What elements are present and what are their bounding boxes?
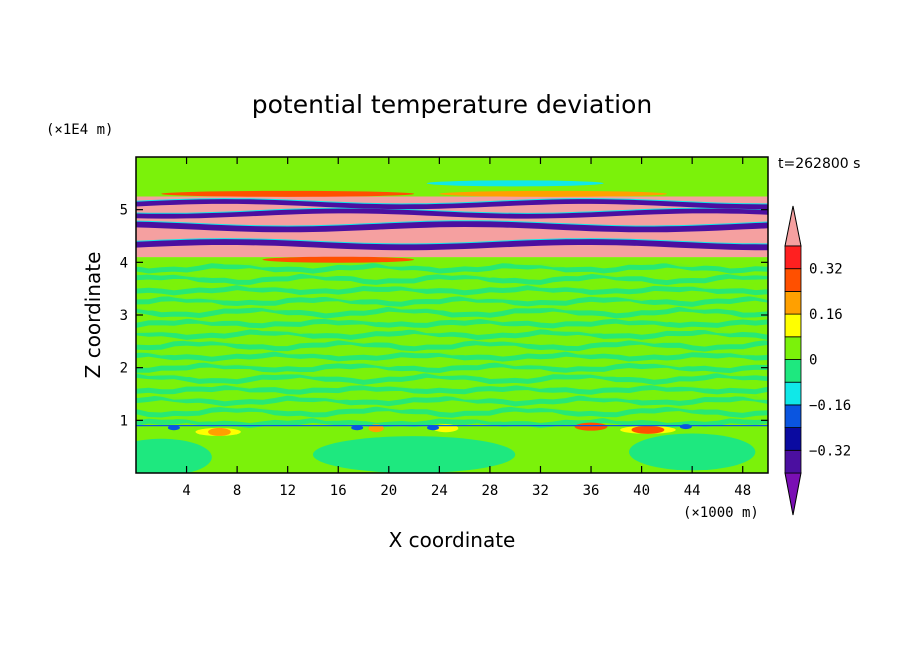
field-streak: [136, 269, 768, 278]
colorbar-tick-label: 0.32: [809, 262, 843, 278]
cold-band-edge: [136, 220, 768, 227]
field-streak: [136, 395, 768, 407]
cold-band: [136, 198, 768, 210]
colorbar-swatch: [784, 290, 802, 315]
cold-band-edge: [136, 198, 768, 205]
field-region: [439, 190, 667, 197]
y-axis: 1 2 3 4 5: [120, 203, 768, 429]
field-streak: [136, 384, 768, 395]
cold-band: [136, 238, 768, 251]
x-axis-unit: (×1000 m): [683, 505, 759, 521]
x-tick-label: 44: [684, 483, 701, 499]
field-region: [312, 436, 516, 473]
colorbar-swatch: [784, 381, 802, 406]
field-streak: [136, 339, 768, 352]
field-streak: [136, 379, 768, 389]
colorbar-swatch: [784, 427, 802, 451]
colorbar-extend-max: [784, 205, 802, 247]
field-region: [351, 425, 364, 431]
x-tick-label: 48: [734, 483, 751, 499]
y-tick-label: 5: [120, 203, 128, 219]
colorbar: 0.32 0.16 0 −0.16 −0.32: [784, 205, 851, 516]
field-streak: [136, 372, 768, 385]
field-streak: [136, 402, 768, 411]
field-region: [628, 433, 756, 471]
y-tick-label: 4: [120, 255, 128, 271]
x-tick-label: 40: [633, 483, 650, 499]
field-streak: [136, 413, 768, 422]
colorbar-tick-label: −0.32: [809, 443, 851, 459]
field-streak: [136, 390, 768, 401]
cold-band-edge: [136, 207, 768, 214]
field-region: [136, 438, 212, 473]
x-tick-label: 12: [279, 483, 296, 499]
plot-area: [136, 157, 768, 473]
field-region: [368, 424, 384, 433]
field-region: [167, 425, 180, 431]
colorbar-extend-min: [784, 472, 802, 516]
field-streak: [136, 295, 768, 307]
field-streak: [136, 318, 768, 329]
field-region: [631, 425, 665, 434]
field-region: [426, 180, 604, 187]
field-streak: [136, 335, 768, 345]
x-tick-label: 36: [583, 483, 600, 499]
y-tick-label: 2: [120, 361, 128, 377]
field-region: [679, 424, 692, 430]
field-region: [262, 256, 415, 263]
field-region: [433, 424, 459, 433]
colorbar-swatch: [784, 313, 802, 338]
field-region: [136, 157, 768, 197]
colorbar-swatch: [784, 245, 802, 270]
field-streak: [136, 285, 768, 296]
colorbar-swatch: [784, 268, 802, 292]
colorbar-swatch: [784, 336, 802, 360]
field-streak: [136, 369, 768, 378]
field-region: [427, 425, 440, 431]
x-tick-label: 32: [532, 483, 549, 499]
x-tick-label: 24: [431, 483, 448, 499]
x-tick-label: 16: [330, 483, 347, 499]
field-streak: [136, 357, 768, 368]
y-axis-unit: (×1E4 m): [46, 122, 113, 138]
x-axis: 4 8 12 16 20 24 28 32 36 40 44 48: [182, 157, 751, 499]
field-region: [574, 422, 608, 431]
chart-title: potential temperature deviation: [252, 90, 652, 119]
colorbar-swatch: [784, 404, 802, 428]
y-tick-label: 3: [120, 308, 128, 324]
field-streak: [136, 351, 768, 362]
field-streak: [136, 346, 768, 356]
field-streak: [136, 328, 768, 341]
y-axis-label: Z coordinate: [81, 252, 105, 379]
x-tick-label: 20: [380, 483, 397, 499]
field-streak: [136, 273, 768, 286]
colorbar-tick-label: 0.16: [809, 307, 843, 323]
colorbar-swatch: [784, 449, 802, 474]
time-label: t=262800 s: [778, 156, 860, 172]
field-streak: [136, 306, 768, 319]
y-tick-label: 1: [120, 413, 128, 429]
field-region: [161, 190, 415, 197]
field-streak: [136, 302, 768, 311]
field-streak: [136, 262, 768, 274]
cold-band-edge: [136, 238, 768, 245]
cold-band: [136, 208, 768, 219]
field-region: [208, 427, 231, 436]
field-streak: [136, 405, 768, 418]
colorbar-tick-label: 0: [809, 353, 817, 369]
field-streak: [136, 257, 768, 268]
field-streak: [136, 362, 768, 374]
colorbar-swatch: [784, 359, 802, 383]
x-tick-label: 8: [233, 483, 241, 499]
field-streak: [136, 417, 768, 429]
x-tick-label: 4: [182, 483, 190, 499]
colorbar-tick-label: −0.16: [809, 398, 851, 414]
cold-band: [136, 220, 768, 233]
x-tick-label: 28: [481, 483, 498, 499]
x-axis-label: X coordinate: [389, 528, 516, 552]
